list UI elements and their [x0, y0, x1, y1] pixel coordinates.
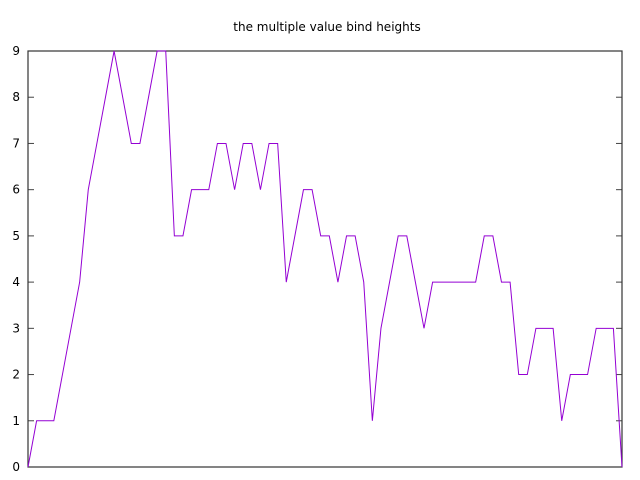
- y-tick-label: 2: [12, 368, 20, 382]
- y-tick-label: 1: [12, 414, 20, 428]
- y-tick-label: 3: [12, 321, 20, 335]
- y-tick-label: 8: [12, 90, 20, 104]
- plot-border: [27, 50, 623, 468]
- y-tick-label: 9: [12, 44, 20, 58]
- y-tick-label: 6: [12, 183, 20, 197]
- axes: 0 1 2 3 4 5 6 7 8 9: [12, 44, 623, 474]
- y-tick-label: 7: [12, 136, 20, 150]
- y-tick-label: 4: [12, 275, 20, 289]
- chart-title: the multiple value bind heights: [233, 20, 420, 34]
- series-line: [27, 50, 623, 468]
- y-tick-label: 5: [12, 229, 20, 243]
- y-tick-label: 0: [12, 460, 20, 474]
- series-group: [27, 50, 623, 468]
